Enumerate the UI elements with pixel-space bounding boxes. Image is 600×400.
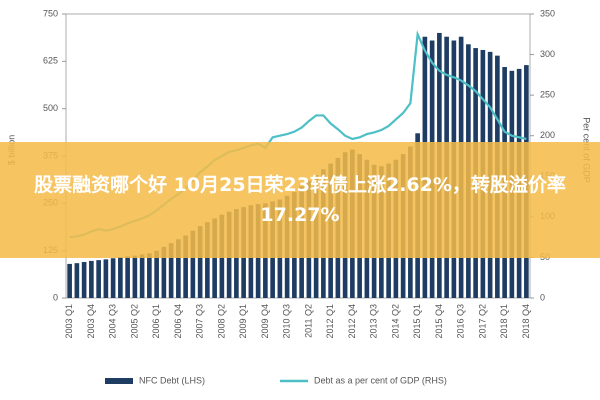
bar <box>125 256 130 298</box>
x-tick-label: 2017 Q2 <box>477 304 487 339</box>
y2-tick-label: 200 <box>540 130 555 140</box>
legend-label: Debt as a per cent of GDP (RHS) <box>314 375 447 385</box>
x-tick-label: 2010 Q3 <box>282 304 292 339</box>
x-tick-label: 2018 Q4 <box>521 304 531 339</box>
x-tick-label: 2015 Q1 <box>412 304 422 339</box>
bar <box>212 218 217 298</box>
bar <box>74 263 80 298</box>
y-tick-label: 500 <box>43 103 58 113</box>
y2-tick-label: 250 <box>540 90 555 100</box>
banner: 股票融资哪个好 10月25日荣23转债上涨2.62%，转股溢价率17.27% <box>0 142 600 258</box>
bar <box>205 222 210 298</box>
bar <box>118 257 123 298</box>
bar <box>197 226 203 298</box>
bar <box>139 254 145 298</box>
bar <box>132 255 138 298</box>
bar <box>110 258 116 298</box>
x-tick-label: 2012 Q1 <box>325 304 335 339</box>
legend-label: NFC Debt (LHS) <box>139 375 205 385</box>
x-tick-label: 2003 Q1 <box>64 304 74 339</box>
bar <box>190 230 196 298</box>
x-tick-label: 2005 Q2 <box>129 304 139 339</box>
x-tick-label: 2006 Q4 <box>173 304 183 339</box>
y-tick-label: 750 <box>43 8 58 18</box>
y-tick-label: 0 <box>53 292 58 302</box>
x-tick-label: 2009 Q4 <box>260 304 270 339</box>
x-tick-label: 2003 Q4 <box>86 304 96 339</box>
x-tick-label: 2008 Q2 <box>216 304 226 339</box>
bar <box>154 250 159 298</box>
x-tick-label: 2014 Q2 <box>390 304 400 339</box>
x-tick-label: 2006 Q1 <box>151 304 161 339</box>
x-tick-label: 2012 Q4 <box>347 304 357 339</box>
x-tick-label: 2013 Q3 <box>369 304 379 339</box>
bar <box>183 235 188 298</box>
bar <box>168 243 174 298</box>
banner-text: 股票融资哪个好 10月25日荣23转债上涨2.62%，转股溢价率17.27% <box>34 174 566 226</box>
x-tick-label: 2011 Q2 <box>303 304 313 338</box>
bar <box>96 260 101 298</box>
bar <box>81 262 87 298</box>
bar <box>103 259 109 298</box>
y2-tick-label: 350 <box>540 8 555 18</box>
y2-tick-label: 300 <box>540 49 555 59</box>
x-tick-label: 2016 Q3 <box>456 304 466 339</box>
x-tick-label: 2007 Q3 <box>195 304 205 339</box>
x-tick-label: 2018 Q1 <box>499 304 509 339</box>
x-tick-label: 2009 Q1 <box>238 304 248 339</box>
bar <box>89 260 94 298</box>
x-tick-label: 2015 Q4 <box>434 304 444 339</box>
legend-swatch <box>105 378 133 384</box>
y2-tick-label: 0 <box>540 292 545 302</box>
x-tick-label: 2004 Q3 <box>108 304 118 339</box>
bar <box>147 253 152 298</box>
bar <box>67 263 72 298</box>
bar <box>176 239 181 298</box>
y-tick-label: 625 <box>43 56 58 66</box>
bar <box>161 246 167 298</box>
